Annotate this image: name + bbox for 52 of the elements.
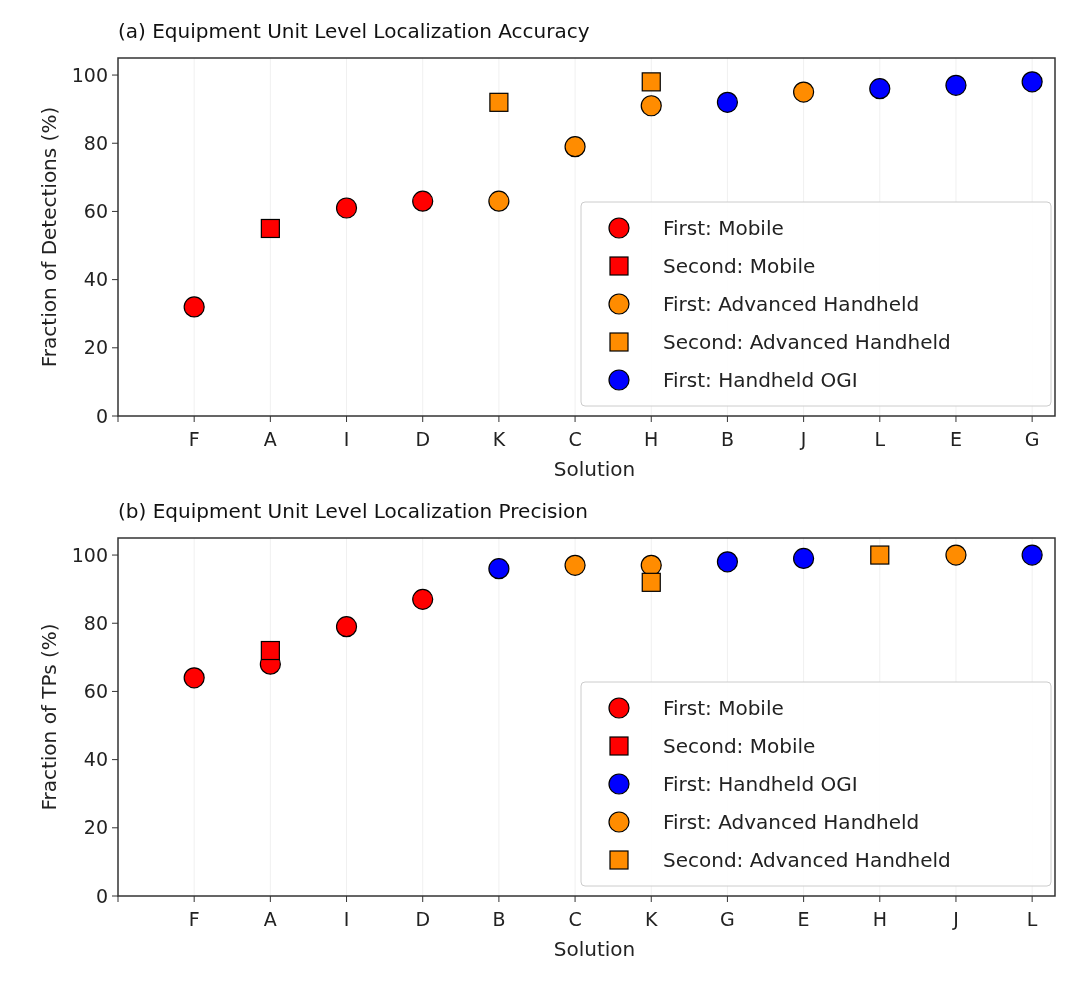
x-tick-label: D [415,428,431,450]
legend-label: First: Handheld OGI [663,772,858,796]
y-tick-label: 40 [83,268,108,291]
legend-label: First: Advanced Handheld [663,810,920,834]
legend-label: Second: Mobile [663,734,816,758]
y-tick-label: 0 [95,884,108,907]
x-tick-label: D [415,908,431,930]
legend-label: Second: Advanced Handheld [663,848,951,872]
x-tick-label: G [1024,428,1040,450]
y-tick-label: 80 [83,131,108,154]
x-tick-label: B [492,908,506,930]
legend-label: First: Handheld OGI [663,368,858,392]
x-axis-title: Solution [553,937,636,961]
y-tick-label: 0 [95,404,108,427]
x-tick-label: C [568,908,582,930]
y-tick-label: 60 [83,200,108,223]
x-tick-label: H [644,428,659,450]
y-tick-label: 100 [71,543,108,566]
y-tick-label: 20 [83,336,108,359]
legend-label: First: Advanced Handheld [663,292,920,316]
y-tick-label: 60 [83,680,108,703]
x-tick-label: I [343,908,350,930]
x-tick-label: H [872,908,887,930]
y-axis-title: Fraction of TPs (%) [37,623,61,811]
x-axis-title: Solution [553,457,636,481]
y-tick-label: 80 [83,611,108,634]
x-tick-label: E [797,908,810,930]
x-tick-label: J [799,428,807,450]
y-tick-label: 20 [83,816,108,839]
x-tick-label: K [492,428,506,450]
y-tick-label: 100 [71,63,108,86]
y-axis-title: Fraction of Detections (%) [37,106,61,368]
x-tick-label: C [568,428,582,450]
x-tick-label: B [720,428,734,450]
legend-label: Second: Advanced Handheld [663,330,951,354]
chart-title: (b) Equipment Unit Level Localization Precision [118,499,588,523]
legend-label: Second: Mobile [663,254,816,278]
x-tick-label: A [263,428,277,450]
x-tick-label: L [1026,908,1038,930]
x-tick-label: J [952,908,959,930]
x-tick-label: F [188,908,200,930]
legend-label: First: Mobile [663,696,784,720]
x-tick-label: L [874,428,886,450]
legend-label: First: Mobile [663,216,784,240]
x-tick-label: K [645,908,659,930]
chart-title: (a) Equipment Unit Level Localization Accuracy [118,19,590,43]
x-tick-label: I [343,428,350,450]
x-tick-label: F [188,428,200,450]
y-tick-label: 40 [83,748,108,771]
x-tick-label: G [720,908,735,930]
x-tick-label: A [263,908,277,930]
x-tick-label: E [949,428,962,450]
